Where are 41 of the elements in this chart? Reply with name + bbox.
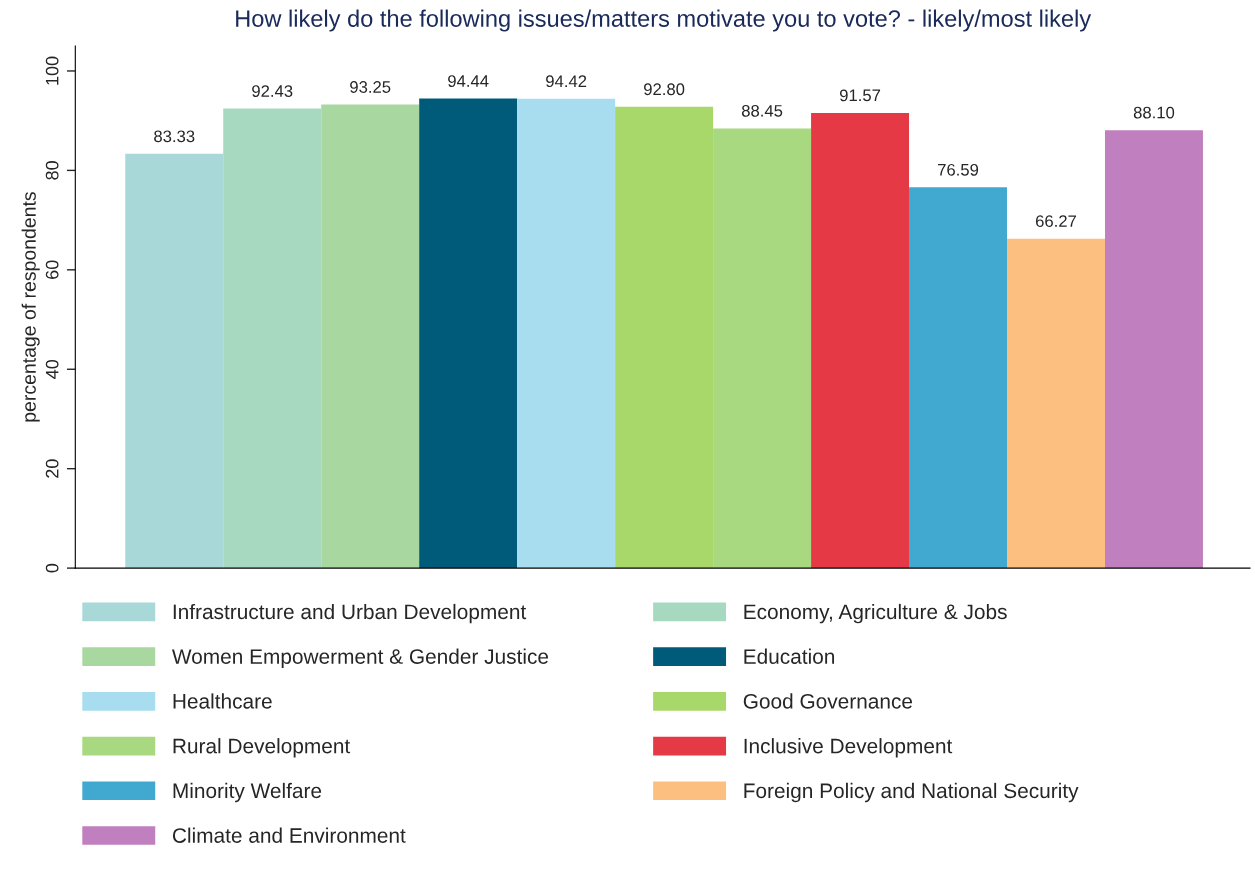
y-tick-label: 20 [45, 459, 59, 478]
text: 94.44 [448, 75, 489, 87]
y-tick-label: 0 [45, 563, 59, 573]
bar [125, 153, 224, 569]
y-tick-label: 100 [45, 56, 59, 85]
bar [321, 104, 420, 569]
legend-label: Rural Development [173, 738, 351, 758]
y-axis-title: percentage of respondents [21, 192, 40, 422]
text: 93.25 [350, 81, 391, 93]
bar [1007, 238, 1105, 569]
y-tick-label: 40 [45, 359, 59, 379]
legend-label: Climate and Environment [172, 827, 406, 843]
legend-label: Good Governance [743, 693, 913, 709]
chart-title: How likely do the following issues/matters motivate you to vote? - likely/most likely [236, 9, 1092, 32]
text: 91.57 [839, 89, 881, 102]
legend-label: Minority Welfare [173, 782, 322, 803]
bar [419, 98, 518, 569]
text: 92.80 [644, 83, 685, 96]
legend-label: Women Empowerment & Gender Justice [171, 648, 549, 669]
legend-label: Healthcare [173, 693, 272, 709]
text: 88.45 [741, 104, 783, 117]
text: 88.10 [1133, 106, 1175, 119]
bar [811, 112, 910, 569]
legend-label: Inclusive Development [744, 738, 953, 758]
bar [713, 128, 812, 569]
text: 83.33 [154, 130, 195, 143]
bar [517, 98, 616, 569]
legend-label: Education [744, 648, 835, 664]
bar [909, 187, 1008, 569]
y-tick-label: 60 [45, 260, 59, 279]
bar [615, 106, 714, 569]
y-tick-label: 80 [45, 161, 59, 180]
text: 94.42 [546, 75, 587, 88]
text: 92.43 [252, 85, 293, 97]
legend-label: Economy, Agriculture & Jobs [744, 603, 1007, 624]
legend-label: Foreign Policy and National Security [744, 782, 1079, 803]
text: 76.59 [938, 163, 979, 176]
text: 66.27 [1035, 215, 1077, 228]
bar [223, 108, 322, 569]
bar [1104, 130, 1203, 569]
legend-label: Infrastructure and Urban Development [173, 603, 527, 624]
